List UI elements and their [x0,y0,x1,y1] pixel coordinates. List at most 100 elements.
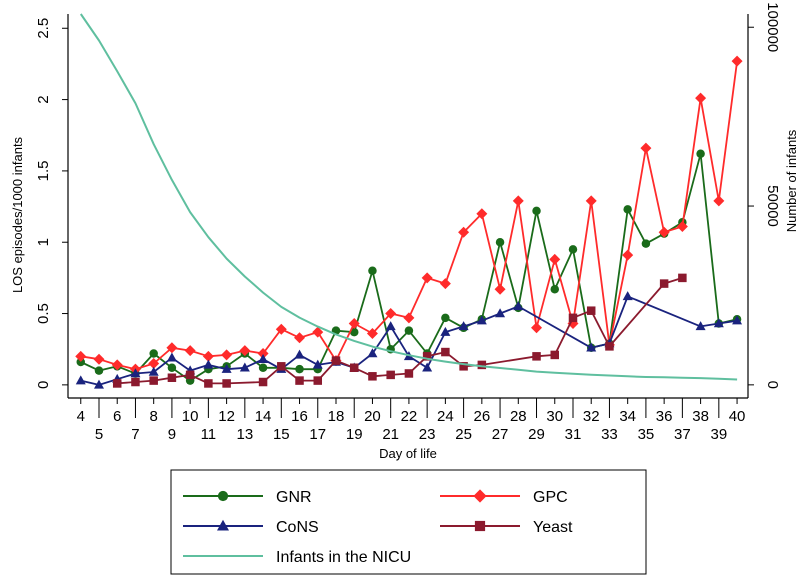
x-tick-label-7: 7 [131,426,139,443]
data-point-gpc-31 [640,142,652,154]
x-tick-label-19: 19 [346,426,363,443]
data-point-yeast-2 [149,376,158,385]
legend-label-cons: CoNS [276,519,319,536]
x-tick-label-33: 33 [601,426,618,443]
data-point-cons-12 [294,349,305,359]
data-point-gpc-30 [622,249,634,261]
data-point-cons-10 [258,353,269,363]
x-tick-label-26: 26 [473,408,490,425]
x-tick-label-5: 5 [95,426,103,443]
x-tick-label-31: 31 [565,426,582,443]
data-point-yeast-12 [349,363,359,373]
x-tick-label-37: 37 [674,426,691,443]
data-point-gnr-31 [641,239,651,248]
x-tick-label-20: 20 [364,408,381,425]
data-point-yeast-26 [678,273,687,283]
y2-axis-title: Number of infants [784,129,799,232]
data-point-cons-0 [75,375,86,385]
legend-label-gpc: GPC [533,489,568,506]
y-tick-label-4: 2 [35,95,52,103]
data-point-yeast-3 [167,373,177,382]
y-tick-label-3: 1.5 [35,160,52,181]
x-tick-label-28: 28 [510,408,527,425]
x-tick-label-39: 39 [710,426,727,443]
data-point-yeast-0 [112,379,122,388]
legend-marker-yeast [474,520,486,532]
data-point-yeast-6 [222,379,231,388]
data-point-gpc-19 [421,272,433,284]
data-point-cons-16 [367,348,378,358]
data-point-gnr-15 [349,327,359,337]
data-point-gnr-30 [623,205,632,214]
x-tick-label-15: 15 [273,426,290,443]
legend-marker-cons [217,519,229,531]
data-point-gnr-20 [441,313,450,323]
data-point-cons-29 [713,318,724,328]
data-point-gpc-9 [239,345,251,357]
data-point-gpc-4 [148,357,160,369]
data-point-cons-3 [130,368,141,378]
legend: GNR GPC CoNS Yeast Infants in the NICU [170,469,647,575]
data-point-yeast-15 [404,369,414,378]
data-point-yeast-1 [131,377,140,387]
data-point-gpc-5 [166,342,178,354]
data-point-cons-25 [586,342,597,352]
data-point-cons-19 [422,362,433,372]
data-point-gpc-34 [695,92,707,104]
x-tick-label-25: 25 [455,426,472,443]
data-point-gpc-22 [476,208,488,220]
x-tick-label-23: 23 [419,426,436,443]
series-line-infants-in-the-nicu [79,13,738,381]
data-point-gnr-0 [76,357,86,367]
y-tick-label-5: 2.5 [35,18,52,39]
x-tick-label-29: 29 [528,426,545,443]
x-tick-label-10: 10 [182,408,199,425]
x-tick-label-34: 34 [619,408,636,425]
data-point-yeast-7 [258,377,268,387]
y2-tick-label-0: 0 [764,381,781,389]
data-point-yeast-25 [659,279,669,288]
data-point-cons-7 [203,359,214,369]
data-point-gnr-25 [532,206,541,216]
data-point-gnr-23 [495,237,505,247]
data-point-yeast-11 [331,356,341,365]
x-tick-label-8: 8 [150,408,158,425]
data-point-cons-20 [440,326,451,336]
data-point-yeast-10 [313,376,323,385]
data-point-gpc-11 [275,323,287,335]
y2-tick-label-1: 50000 [764,185,781,227]
data-point-yeast-8 [277,362,286,371]
x-tick-label-30: 30 [546,408,563,425]
data-point-cons-23 [495,308,506,318]
data-point-gnr-1 [94,366,104,375]
data-point-yeast-16 [422,352,432,361]
y-axis-title: LOS episodes/1000 infants [10,136,25,293]
data-point-yeast-4 [185,370,195,380]
data-point-cons-9 [239,362,250,372]
x-tick-label-16: 16 [291,408,308,425]
x-tick-label-12: 12 [218,408,235,425]
data-point-yeast-23 [586,306,596,315]
x-tick-label-6: 6 [113,408,121,425]
plot-area [75,13,743,389]
data-point-gpc-33 [676,221,688,233]
legend-label-gnr: GNR [276,489,312,506]
data-point-gpc-21 [458,226,470,238]
data-point-gpc-2 [111,359,123,371]
data-point-gnr-34 [696,149,705,159]
data-point-cons-28 [695,321,706,331]
data-point-gpc-28 [585,195,597,207]
x-tick-label-38: 38 [692,408,709,425]
x-tick-label-14: 14 [255,408,272,425]
y-tick-label-2: 1 [35,238,52,246]
data-point-gpc-23 [494,283,506,295]
data-point-gpc-1 [93,353,105,365]
legend-label-yeast: Yeast [533,519,573,536]
y2-tick-label-2: 100000 [764,2,781,52]
data-point-gpc-6 [184,345,196,357]
data-point-gpc-15 [348,318,360,330]
data-point-gpc-25 [531,322,543,334]
data-point-gnr-18 [404,326,414,335]
x-tick-label-17: 17 [309,426,326,443]
